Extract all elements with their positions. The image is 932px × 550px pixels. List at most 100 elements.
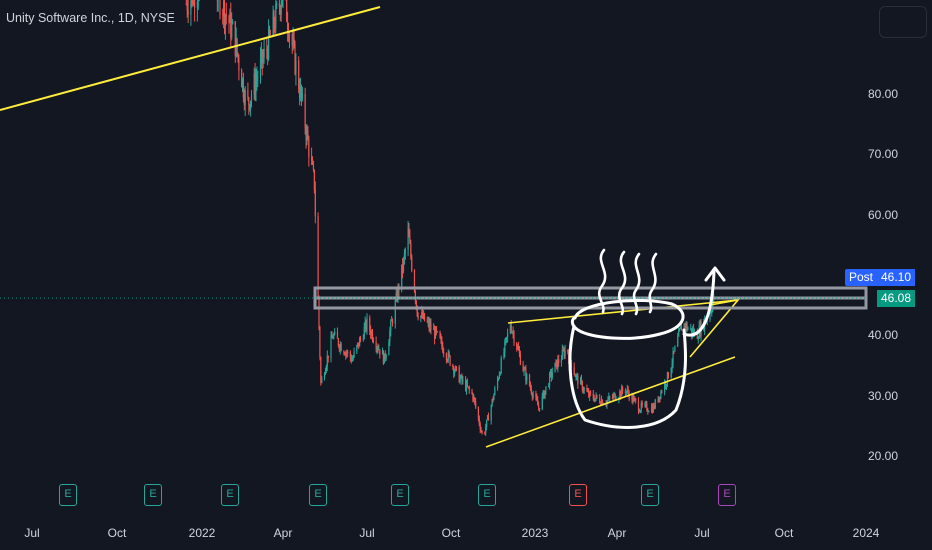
candle-body: [670, 368, 672, 378]
steam-line-3[interactable]: [632, 252, 641, 316]
candle-body: [237, 53, 239, 59]
time-tick-label: 2024: [852, 526, 880, 540]
candle-body: [538, 408, 541, 410]
candle-body: [644, 403, 646, 406]
candle-body: [555, 360, 557, 363]
candle-body: [238, 58, 240, 71]
candle-body: [363, 327, 365, 339]
time-tick-label: 2022: [188, 526, 216, 540]
candle-body: [600, 402, 602, 405]
candle-body: [349, 351, 351, 358]
earnings-marker[interactable]: E: [221, 484, 239, 506]
earnings-marker[interactable]: E: [478, 484, 496, 506]
candle-body: [262, 57, 264, 64]
candle-body: [532, 394, 534, 397]
candle-body: [545, 386, 547, 391]
candle-body: [389, 331, 391, 342]
candle-body: [601, 399, 604, 405]
candle-body: [193, 0, 195, 5]
price-tick-label: 20.00: [868, 449, 899, 463]
candle-body: [440, 338, 442, 340]
candle-body: [433, 329, 435, 331]
steam-line-4[interactable]: [648, 252, 658, 314]
wedge-right-tip[interactable]: [689, 298, 741, 358]
earnings-marker[interactable]: E: [569, 484, 587, 506]
candle-body: [519, 353, 521, 365]
wedge-lower-line[interactable]: [485, 356, 736, 448]
candle-body: [376, 347, 378, 349]
candle-body: [351, 359, 353, 362]
steam-line-1[interactable]: [597, 248, 607, 314]
candle-body: [359, 338, 361, 347]
candle-body: [249, 104, 251, 110]
candle-body: [370, 330, 372, 336]
candle-body: [314, 190, 316, 217]
candle-series: [185, 0, 715, 437]
candle-body: [304, 93, 306, 129]
earnings-marker[interactable]: E: [309, 484, 327, 506]
candle-body: [344, 353, 346, 356]
earnings-marker[interactable]: E: [144, 484, 162, 506]
candle-body: [330, 336, 332, 359]
candle-body: [336, 331, 339, 339]
earnings-marker[interactable]: E: [718, 484, 736, 506]
candle-body: [647, 410, 649, 412]
candle-body: [479, 424, 481, 430]
candle-body: [671, 363, 673, 369]
steam-line-2[interactable]: [617, 250, 627, 316]
candle-body: [439, 331, 441, 339]
cup-handle-drawing[interactable]: [568, 266, 726, 429]
candle-body: [320, 357, 322, 383]
candle-body: [680, 326, 683, 331]
candle-body: [683, 323, 685, 331]
candle-body: [692, 329, 694, 335]
candle-body: [679, 326, 682, 329]
candle-body: [299, 89, 301, 98]
time-tick-label: Jul: [359, 526, 375, 540]
candle-body: [394, 300, 396, 324]
candle-body: [224, 14, 226, 27]
earnings-marker[interactable]: E: [641, 484, 659, 506]
earnings-marker[interactable]: E: [59, 484, 77, 506]
candle-body: [499, 373, 501, 375]
candle-body: [278, 3, 280, 7]
candle-body: [370, 331, 373, 336]
candle-body: [317, 216, 319, 297]
candle-body: [621, 387, 623, 397]
candle-body: [281, 0, 283, 6]
earnings-marker[interactable]: E: [391, 484, 409, 506]
candle-body: [378, 349, 380, 351]
candle-body: [510, 325, 512, 333]
candle-body: [611, 397, 614, 399]
candle-body: [273, 12, 275, 27]
candle-body: [321, 378, 323, 383]
candle-body: [538, 405, 540, 409]
trendline-upper-left[interactable]: [0, 6, 381, 111]
candle-body: [646, 403, 648, 411]
candle-body: [343, 350, 345, 354]
candle-body: [269, 34, 271, 36]
candle-body: [358, 342, 360, 347]
candle-body: [377, 347, 379, 350]
candle-body: [466, 382, 469, 387]
chart-settings-button[interactable]: [879, 6, 927, 38]
candle-body: [256, 78, 258, 80]
candle-body: [219, 0, 221, 15]
candle-body: [298, 60, 300, 90]
candle-body: [416, 305, 418, 317]
candle-body: [567, 349, 569, 353]
candle-body: [685, 323, 687, 329]
candle-body: [518, 350, 521, 354]
candle-body: [388, 341, 390, 356]
candle-body: [274, 26, 276, 29]
candle-body: [241, 70, 243, 88]
candle-body: [428, 320, 430, 329]
candle-body: [612, 395, 614, 398]
candle-body: [397, 285, 399, 301]
candle-body: [396, 292, 398, 301]
candle-body: [293, 39, 295, 44]
candle-body: [686, 323, 688, 330]
symbol-title[interactable]: Unity Software Inc., 1D, NYSE: [6, 11, 175, 25]
